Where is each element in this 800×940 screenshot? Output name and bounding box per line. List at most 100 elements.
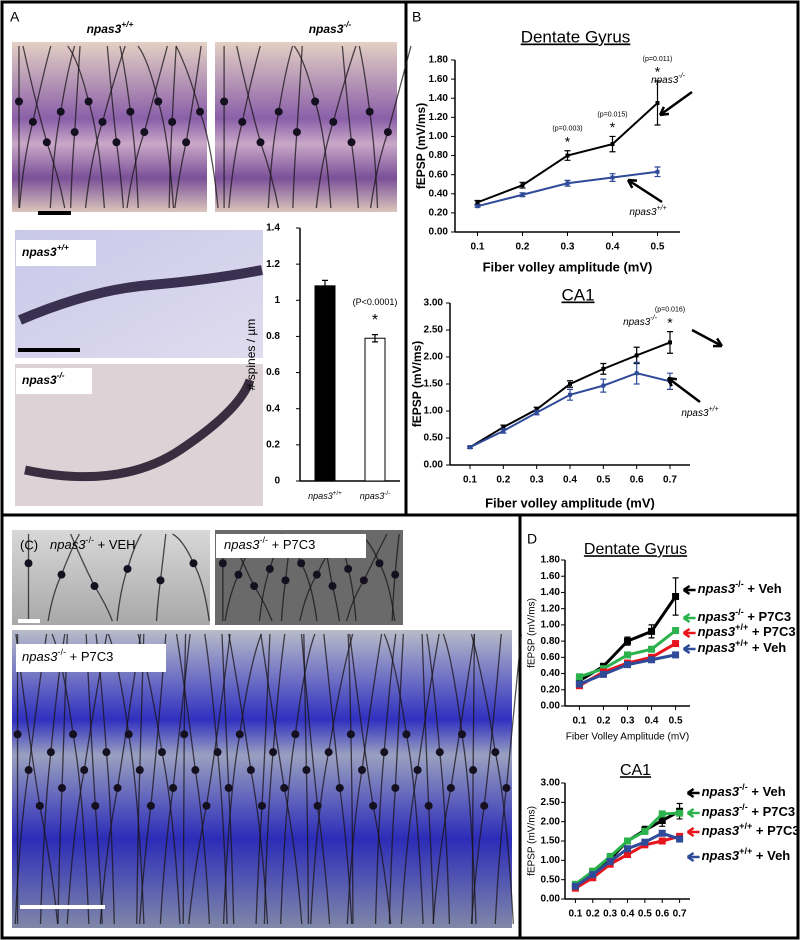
- annotation-star: *: [655, 64, 661, 80]
- chart-title: Dentate Gyrus: [521, 27, 631, 46]
- y-tick-label: 2.50: [541, 797, 561, 808]
- soma: [213, 748, 222, 757]
- marker: [676, 809, 684, 817]
- legend-label: npas3+/+ + P7C3: [698, 622, 796, 639]
- neurite: [358, 45, 379, 209]
- text-run: + VEH: [94, 537, 136, 552]
- marker: [599, 670, 607, 678]
- neurite: [175, 633, 211, 925]
- text-run: npas3: [87, 22, 122, 36]
- neurite: [222, 633, 263, 925]
- marker: [655, 169, 660, 174]
- chart-title: CA1: [620, 762, 651, 779]
- neurite: [388, 633, 404, 925]
- soma: [135, 766, 144, 775]
- marker: [658, 837, 666, 845]
- legend-arrow: [682, 627, 696, 639]
- legend-arrow: [686, 826, 700, 838]
- soma: [458, 730, 466, 739]
- y-tick-label: 2.50: [424, 325, 444, 336]
- y-tick-label: 2.00: [424, 352, 444, 363]
- text-run: npas3: [651, 75, 679, 86]
- neurite: [188, 633, 231, 925]
- y-tick-label: 1.40: [429, 93, 449, 104]
- marker: [624, 651, 631, 659]
- soma: [113, 783, 122, 792]
- x-tick-label: 0.1: [463, 475, 477, 486]
- legend-label: npas3+/+: [681, 406, 718, 418]
- x-tick-label: 0.1: [471, 242, 485, 253]
- text-run: npas3: [309, 22, 344, 36]
- marker: [634, 353, 639, 358]
- text-run: npas3: [698, 624, 736, 639]
- y-tick-label: 1.00: [541, 620, 561, 631]
- soma: [329, 117, 338, 126]
- soma: [112, 138, 121, 147]
- image-label: npas3-/- + P7C3: [224, 535, 315, 552]
- soma: [324, 748, 333, 757]
- soma: [269, 748, 278, 757]
- series-line: [578, 653, 676, 686]
- x-tick-label: 0.7: [663, 475, 677, 486]
- series-line: [477, 170, 658, 208]
- soma: [265, 564, 274, 573]
- panel-label: B: [412, 9, 421, 25]
- marker: [565, 153, 570, 158]
- label-box: [216, 534, 366, 558]
- soma: [391, 783, 400, 792]
- text-run: npas3: [224, 537, 260, 552]
- marker: [648, 656, 656, 664]
- soma: [124, 730, 133, 739]
- y-tick-label: 1.60: [541, 571, 561, 582]
- soma: [335, 783, 344, 792]
- annotation: (p=0.016): [655, 306, 685, 313]
- soma: [469, 766, 478, 775]
- micrograph: [12, 630, 512, 928]
- y-tick-label: 1.80: [429, 55, 449, 66]
- soma: [380, 748, 389, 757]
- soma: [218, 559, 227, 568]
- marker: [534, 410, 539, 415]
- marker: [624, 837, 631, 845]
- marker: [575, 680, 583, 688]
- marker: [668, 340, 672, 345]
- soma: [14, 97, 23, 106]
- neurite: [137, 45, 175, 209]
- text-run: + P7C3: [66, 649, 113, 664]
- soma: [46, 748, 55, 757]
- text-run: + P7C3: [268, 537, 315, 552]
- marker: [624, 851, 631, 859]
- marker: [672, 627, 680, 635]
- soma: [502, 783, 511, 792]
- text-run: npas3: [22, 245, 57, 259]
- soma: [57, 570, 66, 579]
- soma: [126, 107, 135, 116]
- soma: [56, 107, 65, 116]
- soma: [146, 801, 155, 810]
- soma: [302, 766, 311, 775]
- y-axis-label: fEPSP (mV/ms): [527, 806, 538, 876]
- soma: [424, 801, 433, 810]
- soma: [328, 582, 337, 591]
- y-tick-label: 1.80: [541, 555, 561, 566]
- neurite: [432, 633, 476, 925]
- marker: [520, 192, 525, 197]
- marker: [468, 445, 472, 450]
- x-tick-label: 0.5: [669, 716, 683, 727]
- charts: 00.20.40.60.811.21.4# spines / µmnpas3+/…: [244, 27, 799, 919]
- x-tick-label: 0.5: [651, 242, 665, 253]
- y-tick-label: 0.20: [429, 208, 449, 219]
- y-tick-label: 0.50: [541, 874, 561, 885]
- x-tick-label: 0.1: [568, 909, 582, 920]
- y-tick-label: 0.6: [266, 367, 280, 378]
- text-run: npas3: [702, 784, 740, 799]
- y-axis-label: fEPSP (mV/ms): [527, 598, 538, 668]
- y-tick-label: 0.60: [541, 652, 561, 663]
- panel-label: (C): [20, 537, 38, 552]
- label-box: [16, 644, 166, 672]
- y-tick-label: 1.50: [541, 836, 561, 847]
- neurite: [383, 633, 424, 925]
- soma: [84, 97, 93, 106]
- text-run: + Veh: [748, 640, 786, 655]
